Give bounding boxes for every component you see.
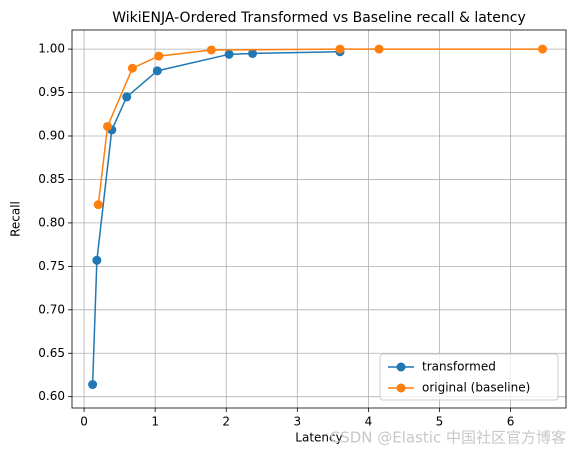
legend-marker (396, 362, 406, 372)
data-point (92, 255, 102, 265)
y-tick-label: 0.65 (38, 346, 65, 360)
legend-label: transformed (422, 360, 496, 374)
x-axis-label: Latency (295, 431, 342, 445)
data-point (206, 45, 216, 55)
data-point (154, 51, 164, 61)
y-tick-label: 0.90 (38, 129, 65, 143)
y-tick-label: 1.00 (38, 42, 65, 56)
x-tick-label: 1 (151, 415, 159, 429)
data-point (103, 121, 113, 131)
data-point (122, 92, 132, 102)
legend-marker (396, 383, 406, 393)
y-tick-label: 0.60 (38, 389, 65, 403)
y-tick-label: 0.85 (38, 172, 65, 186)
data-point (248, 48, 258, 58)
y-tick-label: 0.80 (38, 215, 65, 229)
data-point (335, 44, 345, 54)
y-tick-label: 0.95 (38, 85, 65, 99)
series-line (91, 50, 340, 385)
chart-title: WikiENJA-Ordered Transformed vs Baseline… (112, 10, 526, 26)
y-tick-label: 0.75 (38, 259, 65, 273)
y-axis-label: Recall (9, 201, 23, 237)
watermark: CSDN @Elastic 中国社区官方博客 (330, 429, 566, 447)
legend-box (379, 353, 559, 401)
y-tick-label: 0.70 (38, 302, 65, 316)
data-point (224, 49, 234, 59)
x-tick-label: 5 (436, 415, 444, 429)
plot-frame (71, 29, 567, 409)
x-tick-label: 6 (507, 415, 515, 429)
data-point (152, 66, 162, 76)
legend: transformed original (baseline) (379, 353, 559, 401)
x-tick-label: 3 (294, 415, 302, 429)
series-line (97, 48, 543, 205)
x-tick-label: 2 (222, 415, 230, 429)
data-point (127, 63, 137, 73)
data-point (93, 200, 103, 210)
data-point (374, 44, 384, 54)
x-tick-label: 4 (365, 415, 373, 429)
data-point (88, 380, 98, 390)
x-tick-label: 0 (80, 415, 88, 429)
data-point (538, 44, 548, 54)
legend-label: original (baseline) (422, 381, 530, 395)
